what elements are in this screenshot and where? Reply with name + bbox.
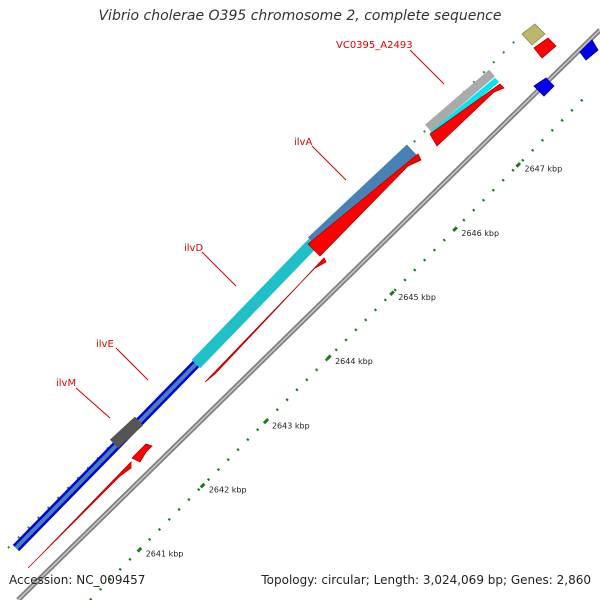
leader-line-ilvE — [115, 347, 149, 381]
ruler-minor-tick — [550, 128, 554, 132]
map-title: Vibrio cholerae O395 chromosome 2, compl… — [98, 8, 502, 24]
leader-line-VC0395_A2493 — [409, 49, 445, 85]
cds-arrow-ilvA — [307, 153, 422, 257]
ruler-minor-tick — [295, 388, 299, 392]
gene-label-ilvM: ilvM — [56, 378, 76, 389]
feature-cyan-ilvD — [191, 238, 318, 369]
feature-blue-small-2 — [579, 39, 599, 61]
ruler-tick-label: 2645 kbp — [398, 293, 436, 302]
ruler-minor-tick — [481, 198, 486, 202]
gene-label-ilvA: ilvA — [294, 137, 312, 148]
feature-blue-small-1 — [533, 77, 555, 97]
ruler-minor-tick — [108, 577, 112, 581]
gene-label-ilvD: ilvD — [184, 243, 203, 254]
ruler-minor-tick — [334, 348, 338, 352]
ruler-minor-tick — [442, 238, 446, 242]
ruler-minor-tick — [403, 278, 407, 282]
ruler-minor-tick — [344, 338, 348, 342]
ruler-minor-tick — [580, 98, 584, 102]
feature-gray-ilvM — [109, 416, 144, 449]
ruler-minor-tick — [423, 258, 427, 262]
ruler-tick-label: 2641 kbp — [146, 550, 184, 559]
accession-label: Accession: NC_009457 — [9, 573, 146, 587]
ruler-major-tick — [389, 290, 395, 297]
ruler-minor-tick — [246, 438, 250, 442]
ruler-minor-tick — [472, 208, 476, 212]
ruler-tick-label: 2642 kbp — [209, 485, 247, 494]
ruler-minor-tick — [187, 497, 191, 502]
ruler-minor-tick — [128, 557, 132, 561]
ruler-minor-tick — [256, 428, 260, 432]
feature-khaki-box — [521, 23, 546, 46]
ruler-tick-label: 2643 kbp — [272, 421, 310, 430]
ruler-major-tick — [199, 482, 206, 489]
ruler-minor-tick — [197, 487, 201, 492]
chromosome-backbone-highlight — [17, 29, 600, 600]
ruler-minor-tick — [314, 368, 319, 372]
ruler-minor-tick — [413, 268, 417, 272]
ruler-minor-tick — [560, 118, 564, 122]
feature-steel-overlay — [14, 362, 198, 550]
ruler-minor-tick — [511, 168, 515, 172]
ruler-major-tick — [452, 226, 458, 232]
ruler-minor-tick — [167, 517, 171, 522]
ruler-minor-tick — [354, 328, 358, 332]
ruler-major-tick — [326, 354, 332, 361]
ruler-minor-tick — [275, 408, 279, 412]
gene-label-group: VC0395_A2493 ilvA ilvD ilvE ilvM — [56, 40, 445, 419]
ruler-tick-label: 2646 kbp — [461, 229, 499, 238]
ruler-tick-label: 2647 kbp — [524, 165, 562, 174]
leader-line-ilvD — [201, 251, 237, 287]
ruler-minor-tick — [383, 298, 387, 302]
ruler-minor-tick — [148, 537, 152, 542]
ruler-major-tick — [262, 418, 269, 425]
cds-arrow-ilvM — [27, 461, 132, 569]
feature-light-VC0395_A2493 — [425, 69, 495, 132]
ruler-minor-tick — [226, 458, 230, 462]
ruler-minor-tick — [324, 358, 328, 362]
cds-arrow-small — [131, 443, 153, 463]
ruler-minor-tick — [206, 477, 211, 482]
ruler-minor-tick — [501, 178, 505, 182]
leader-line-ilvA — [311, 145, 347, 181]
ruler-minor-tick — [373, 308, 378, 312]
ruler-minor-tick — [432, 248, 437, 252]
ruler-minor-tick — [531, 148, 535, 152]
leader-line-ilvM — [75, 387, 111, 419]
ruler-minor-tick — [157, 527, 162, 532]
ruler-minor-tick — [177, 507, 181, 512]
cds-arrow-top-right — [533, 37, 557, 59]
scale-ruler: 2641 kbp 2642 kbp 2643 kbp 2644 kbp 2645 kbp… — [89, 98, 584, 600]
ruler-tick-label: 2644 kbp — [335, 357, 373, 366]
ruler-major-tick — [136, 546, 143, 553]
gene-label-ilvE: ilvE — [96, 339, 114, 350]
ruler-minor-tick — [393, 288, 397, 292]
ruler-minor-tick — [521, 158, 525, 162]
ruler-minor-tick — [570, 108, 574, 112]
cds-arrow-VC0395_A2493 — [429, 83, 505, 147]
ruler-minor-tick — [364, 318, 368, 322]
ruler-minor-tick — [98, 587, 103, 591]
ruler-minor-tick — [462, 218, 466, 222]
ruler-minor-tick — [491, 188, 495, 192]
ruler-minor-tick — [216, 467, 220, 472]
genome-summary: Topology: circular; Length: 3,024,069 bp… — [261, 573, 591, 587]
ruler-minor-tick — [305, 378, 309, 382]
gene-label-VC0395_A2493: VC0395_A2493 — [336, 40, 413, 51]
ruler-minor-tick — [540, 138, 545, 142]
ruler-minor-tick — [285, 398, 289, 402]
ruler-major-tick — [515, 162, 522, 168]
ruler-minor-tick — [118, 567, 122, 571]
ruler-minor-tick — [236, 448, 240, 452]
cds-arrow-ilvD — [204, 257, 327, 383]
